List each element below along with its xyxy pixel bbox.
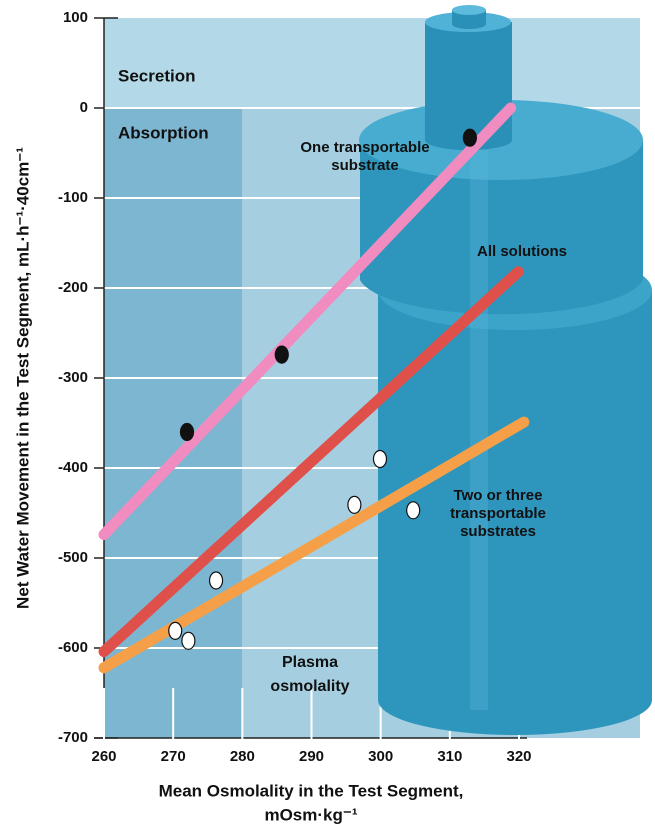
region-label: Secretion xyxy=(118,66,195,85)
secretion-region xyxy=(104,18,640,108)
absorption-region xyxy=(104,108,243,738)
data-point xyxy=(406,501,421,520)
data-point xyxy=(372,449,388,469)
x-tick-label: 270 xyxy=(161,748,186,765)
y-tick-label: -200 xyxy=(58,279,88,296)
x-axis-label: Mean Osmolality in the Test Segment, xyxy=(159,781,464,800)
y-tick-label: -500 xyxy=(58,549,88,566)
y-tick-label: -600 xyxy=(58,639,88,656)
data-point xyxy=(462,128,477,147)
data-point xyxy=(208,571,224,590)
y-tick-label: -400 xyxy=(58,459,88,476)
plot: Mean Osmolality in the Test Segment, mOsm… xyxy=(13,66,567,824)
x-tick-label: 280 xyxy=(230,748,255,765)
bottle-illustration xyxy=(359,5,652,735)
series-label: transportable xyxy=(450,505,546,522)
fit-line xyxy=(98,102,517,541)
data-point xyxy=(274,345,289,364)
x-axis-label: mOsm·kg⁻¹ xyxy=(264,805,357,824)
data-point xyxy=(347,495,362,514)
region-label: Absorption xyxy=(118,123,209,142)
data-point xyxy=(181,631,196,650)
reference-label: Plasma xyxy=(282,654,338,671)
series-label: Two or three xyxy=(454,487,543,504)
y-axis-label: Net Water Movement in the Test Segment, … xyxy=(13,147,32,609)
data-point xyxy=(179,422,195,442)
reference-label: osmolality xyxy=(270,678,349,695)
y-tick-label: -300 xyxy=(58,369,88,386)
y-tick-label: 100 xyxy=(63,9,88,26)
series-label: substrates xyxy=(460,523,536,540)
y-tick-label: -700 xyxy=(58,729,88,746)
y-tick-label: 0 xyxy=(80,99,88,116)
data-point xyxy=(168,621,183,641)
y-tick-label: -100 xyxy=(58,189,88,206)
fit-line xyxy=(98,266,524,658)
x-tick-label: 320 xyxy=(506,748,531,765)
x-tick-label: 310 xyxy=(437,748,462,765)
series-label: One transportable xyxy=(300,139,429,156)
series-label: All solutions xyxy=(477,243,567,260)
x-tick-label: 300 xyxy=(368,748,393,765)
x-tick-label: 260 xyxy=(91,748,116,765)
series-label: substrate xyxy=(331,157,399,174)
x-tick-label: 290 xyxy=(299,748,324,765)
